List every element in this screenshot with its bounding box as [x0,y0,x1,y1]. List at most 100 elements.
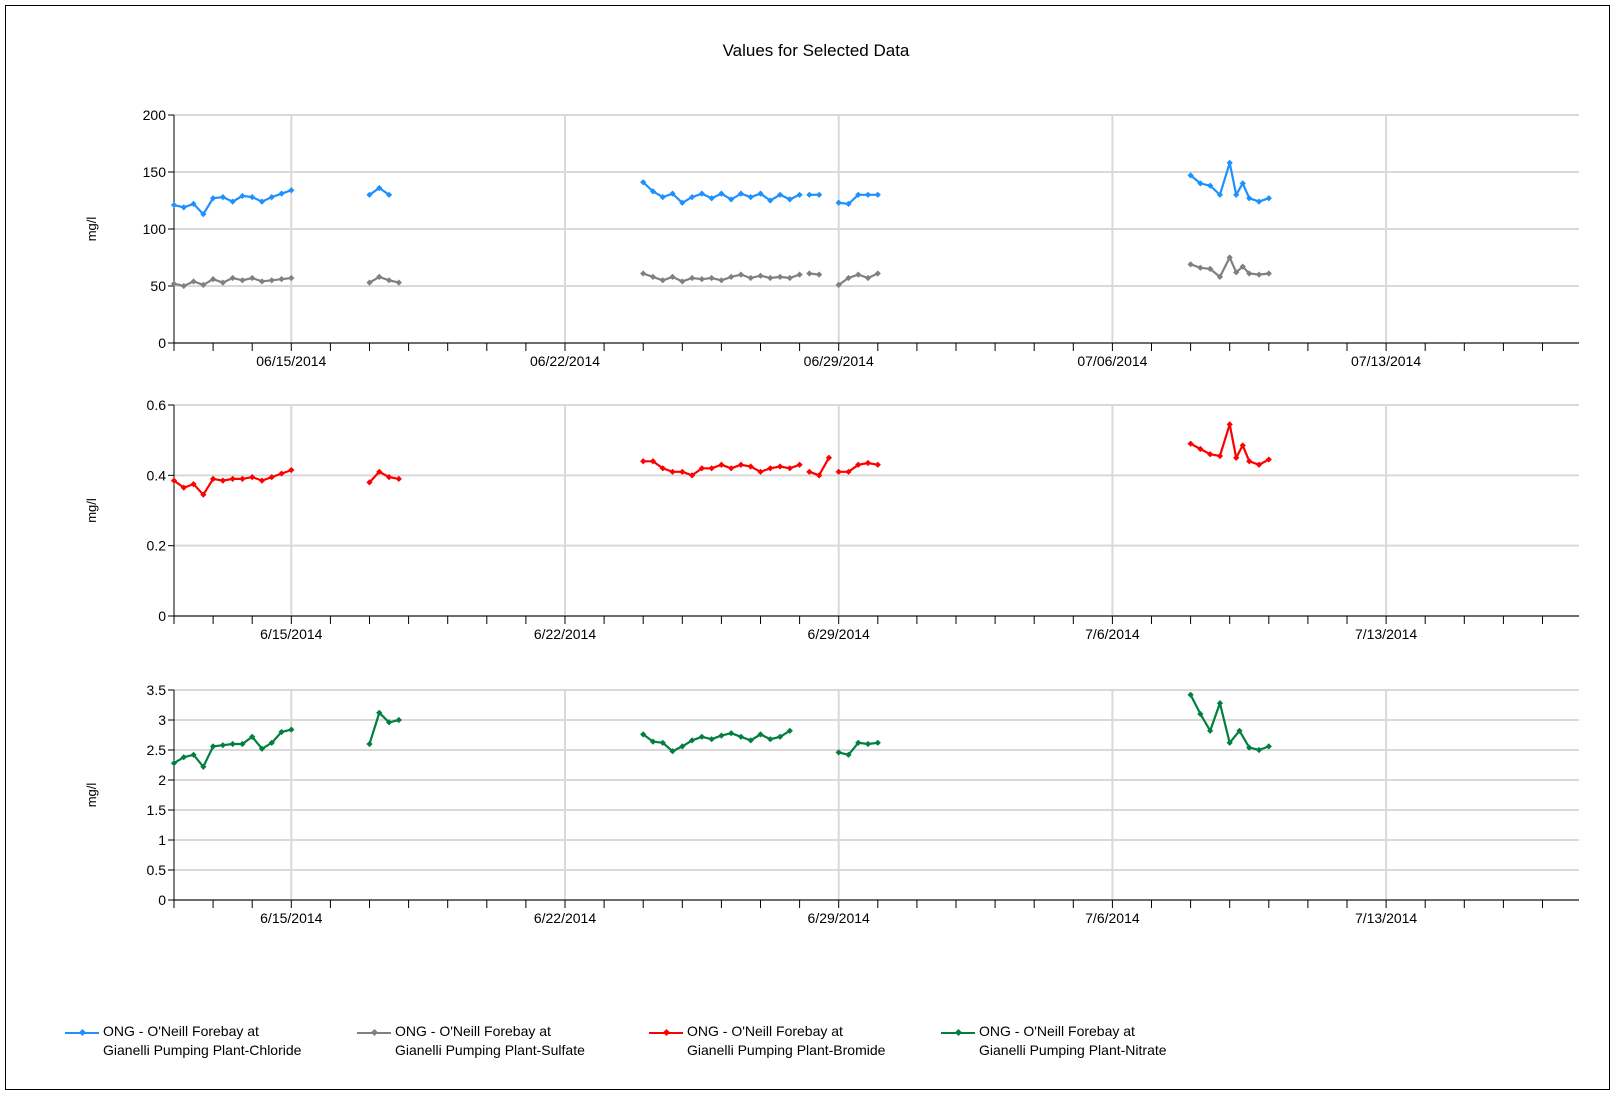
data-point [718,461,725,468]
data-point [219,193,226,201]
data-point [288,466,295,474]
y-tick-label: 1 [158,832,166,848]
data-point [385,473,393,481]
data-point [366,740,373,748]
data-point [1216,452,1224,460]
data-point [395,475,402,482]
legend-label: ONG - O'Neill Forebay at Gianelli Pumpin… [687,1023,886,1058]
data-point [239,192,246,200]
data-point [219,742,226,749]
data-point [1216,700,1224,707]
data-point [659,739,666,746]
y-tick-label: 3.5 [147,682,167,698]
y-tick-label: 150 [143,164,167,180]
legend-swatch [357,1022,391,1040]
data-point [845,751,852,758]
data-point [1265,195,1272,202]
data-point [1226,159,1233,166]
data-point [1197,264,1204,271]
series-line [368,710,400,745]
data-point [1255,746,1263,754]
data-point [278,276,285,283]
data-point [268,739,275,746]
chart-panel-3: 0 0.5 1 1.5 2 2.5 3 3.5 6/15/2014 6/22/2014 6/29/2… [84,682,1579,926]
y-tick-label: 200 [143,107,167,123]
data-point [249,274,256,282]
series-line [642,729,791,753]
legend-swatch [941,1022,975,1040]
data-point [249,193,256,201]
data-point [376,468,383,475]
data-point [376,273,383,280]
data-point [776,733,784,740]
legend-swatch [65,1022,99,1040]
data-point [786,727,793,734]
legend-label: ONG - O'Neill Forebay at Gianelli Pumpin… [103,1023,302,1058]
chart-frame [5,5,1610,1090]
x-tick-label: 7/13/2014 [1355,910,1417,926]
data-point [1246,195,1253,202]
y-tick-label: 0 [158,892,166,908]
data-point [170,201,178,209]
data-point [209,743,217,750]
data-point [747,737,754,744]
data-point [190,200,197,208]
data-point [796,461,803,468]
y-tick-label: 3 [158,712,166,728]
data-point [776,273,784,280]
data-point [180,204,187,211]
data-point [1239,180,1246,187]
data-point [229,740,236,748]
data-point [366,479,373,486]
y-tick-label: 0.4 [147,467,167,483]
x-tick-label: 6/22/2014 [534,910,596,926]
series-line [1189,162,1270,203]
data-point [718,732,725,739]
x-tick-label: 6/15/2014 [260,626,322,642]
data-point [679,468,686,475]
data-point [1216,273,1224,280]
legend: ONG - O'Neill Forebay at Gianelli Pumpin… [65,1022,1233,1060]
data-point [659,465,666,472]
data-point [1197,710,1204,718]
data-point [806,468,813,475]
data-point [728,273,735,280]
data-point [1246,458,1253,465]
data-point [649,458,657,465]
data-point [845,274,852,282]
data-point [1197,180,1204,187]
data-point [796,271,803,278]
legend-label: ONG - O'Neill Forebay at Gianelli Pumpin… [395,1023,585,1058]
x-tick-label: 6/22/2014 [534,626,596,642]
data-point [288,274,295,282]
data-point [747,274,754,282]
data-point [268,473,275,481]
series-2 [170,254,1272,290]
data-point [708,274,715,282]
legend-item-chloride: ONG - O'Neill Forebay at Gianelli Pumpin… [65,1022,357,1060]
data-point [1239,442,1246,449]
data-point [708,465,715,472]
data-point [395,279,402,286]
x-tick-label: 6/29/2014 [808,910,870,926]
series-line [368,275,400,284]
data-point [767,274,774,282]
data-point [288,187,295,194]
data-point [1207,727,1214,734]
data-point [366,279,373,286]
data-point [874,461,881,468]
data-point [806,191,813,198]
data-point [640,458,647,465]
data-point [874,191,881,198]
data-point [708,736,715,743]
y-tick-label: 100 [143,221,167,237]
data-point [835,199,842,206]
data-point [1207,265,1214,273]
legend-label: ONG - O'Neill Forebay at Gianelli Pumpin… [979,1023,1167,1058]
chart-panel-1: 0 50 100 150 200 06/15/2014 06/22/2014 06/29/20… [84,107,1579,369]
data-point [376,184,383,192]
y-axis-label: mg/l [84,498,99,523]
series-1 [170,691,1272,770]
data-point [1265,456,1272,463]
data-point [1226,739,1233,746]
